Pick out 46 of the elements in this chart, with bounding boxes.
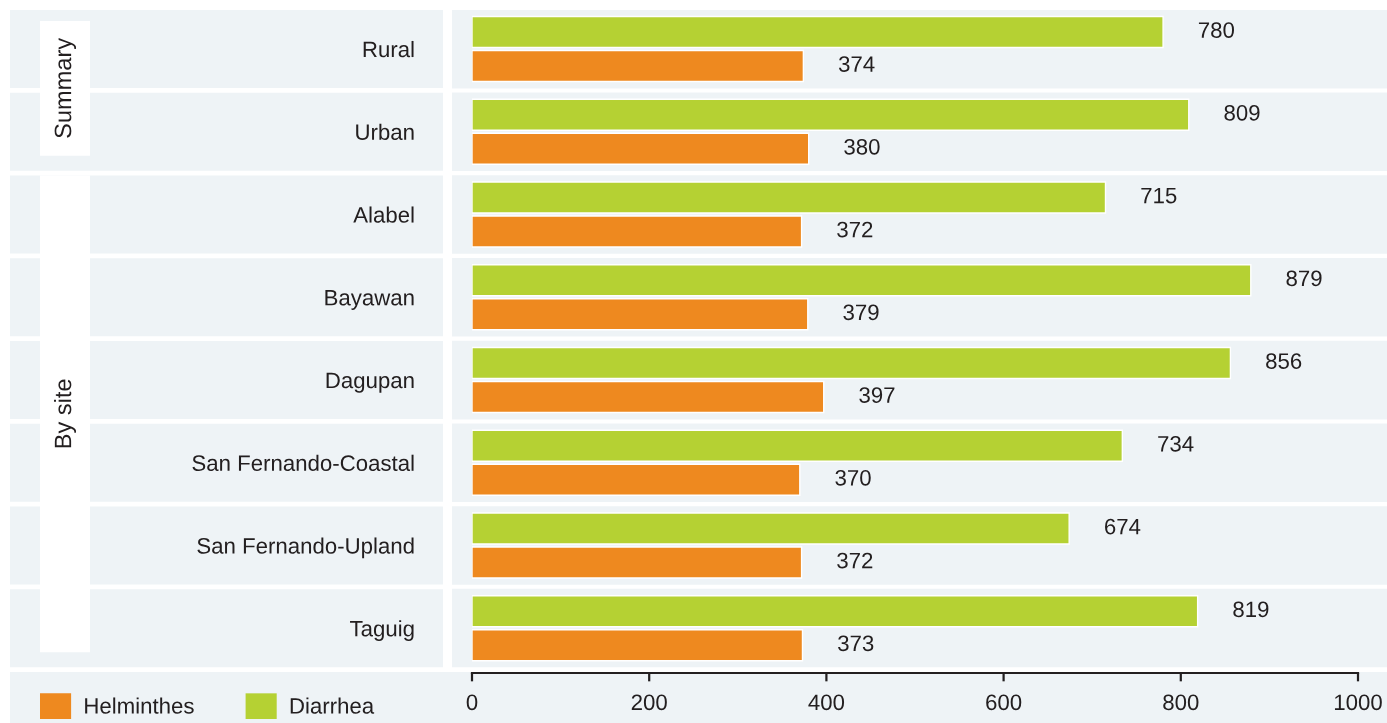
legend-label: Helminthes	[85, 697, 194, 714]
data-label: 780	[1198, 22, 1235, 38]
bar	[472, 15, 1164, 49]
x-tick-label: 400	[808, 694, 845, 711]
data-label: 372	[837, 552, 873, 569]
bar	[472, 98, 1190, 131]
bar	[472, 346, 1232, 380]
y-tick-label: Urban	[356, 123, 414, 141]
y-tick-label: Taguig	[350, 620, 414, 641]
data-label: 373	[838, 635, 874, 652]
data-label: 734	[1158, 435, 1194, 452]
data-label: 397	[859, 387, 895, 403]
bar	[472, 595, 1199, 628]
bar	[472, 629, 804, 662]
legend-label: Diarrhea	[290, 697, 375, 714]
data-label: 809	[1224, 104, 1260, 121]
text: Summary	[54, 37, 76, 138]
y-tick-label: Rural	[363, 40, 414, 58]
y-tick-label: San Fernando-Coastal	[192, 454, 414, 472]
y-tick-label: Alabel	[353, 206, 414, 223]
data-label: 379	[843, 304, 879, 321]
bar	[472, 429, 1124, 462]
data-label: 370	[835, 469, 871, 486]
data-label: 380	[844, 138, 880, 155]
data-label: 372	[837, 221, 873, 238]
data-label: 819	[1233, 601, 1269, 618]
bar	[472, 298, 809, 331]
bar	[472, 264, 1252, 297]
bar	[472, 49, 805, 83]
bar	[472, 380, 825, 414]
text: By site	[54, 379, 76, 448]
x-tick-label: 0	[466, 694, 478, 711]
data-label: 674	[1105, 518, 1141, 535]
bar	[472, 463, 801, 496]
data-label: 856	[1266, 353, 1302, 369]
data-label: 715	[1141, 187, 1177, 204]
bar	[472, 132, 810, 165]
data-label: 374	[838, 56, 875, 72]
x-tick-label: 200	[631, 694, 667, 711]
y-tick-label: Bayawan	[325, 290, 414, 310]
x-tick-label: 600	[986, 694, 1022, 711]
x-tick-label: 1000	[1334, 694, 1382, 711]
x-tick-label: 800	[1163, 694, 1199, 711]
data-label: 879	[1286, 270, 1322, 287]
y-tick-label: San Fernando-Upland	[197, 537, 414, 559]
y-tick-label: Dagupan	[326, 372, 414, 393]
